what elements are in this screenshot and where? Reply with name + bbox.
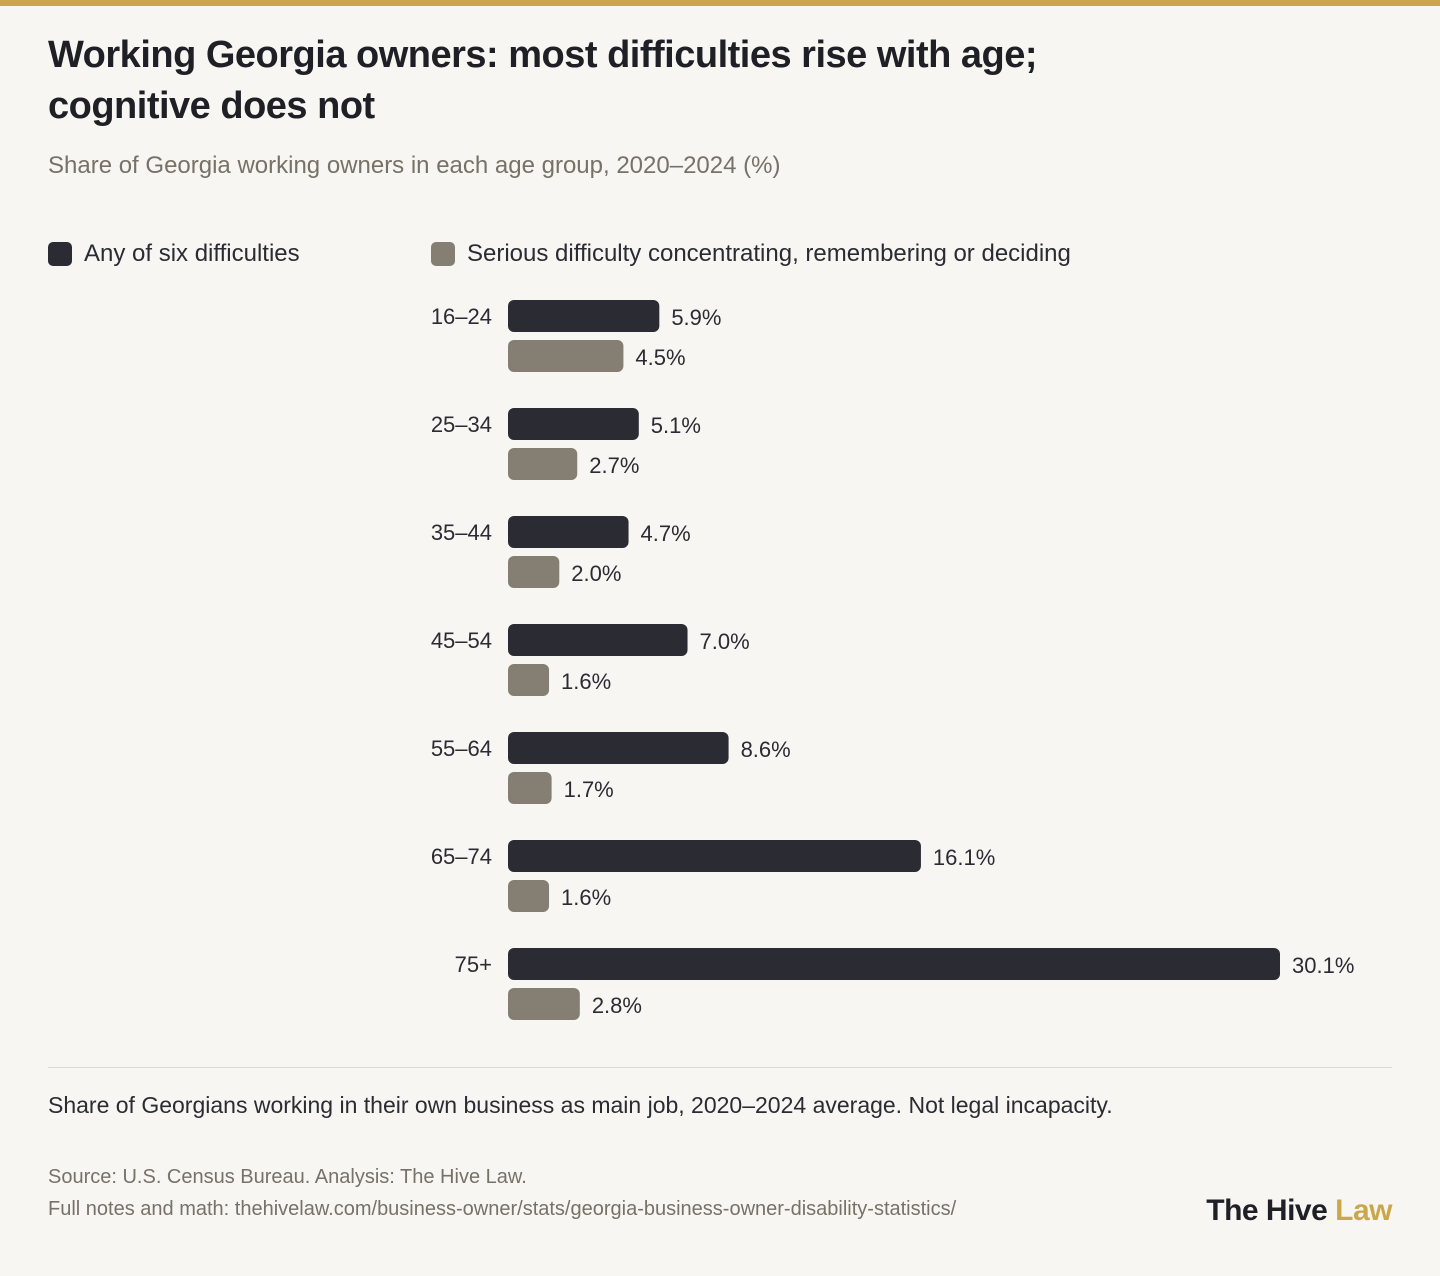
value-label-any-16-24: 5.9% xyxy=(671,305,721,330)
notes-link[interactable]: Full notes and math: thehivelaw.com/busi… xyxy=(48,1198,957,1220)
brand-secondary: Law xyxy=(1335,1194,1392,1227)
category-label-55-64: 55–64 xyxy=(431,736,492,761)
value-label-cognitive-45-54: 1.6% xyxy=(561,669,611,694)
footer-divider xyxy=(48,1067,1392,1068)
bar-cognitive-45-54 xyxy=(508,664,550,696)
value-label-any-35-44: 4.7% xyxy=(641,521,691,546)
value-label-cognitive-25-34: 2.7% xyxy=(589,453,639,478)
value-label-any-25-34: 5.1% xyxy=(651,413,701,438)
bar-any-35-44 xyxy=(508,516,629,548)
legend-label-cognitive-difficulty: Serious difficulty concentrating, rememb… xyxy=(467,240,1071,267)
category-label-25-34: 25–34 xyxy=(431,412,492,437)
bar-cognitive-35-44 xyxy=(508,556,560,588)
value-label-cognitive-75plus: 2.8% xyxy=(592,993,642,1018)
legend-label-any-difficulty: Any of six difficulties xyxy=(84,240,300,267)
top-accent-rule xyxy=(0,0,1440,6)
legend-item-cognitive-difficulty: Serious difficulty concentrating, rememb… xyxy=(431,238,1071,270)
bar-cognitive-65-74 xyxy=(508,880,550,912)
value-label-any-55-64: 8.6% xyxy=(741,737,791,762)
bar-any-75plus xyxy=(508,948,1280,980)
category-label-75plus: 75+ xyxy=(455,952,492,977)
bar-cognitive-75plus xyxy=(508,988,580,1020)
value-label-cognitive-35-44: 2.0% xyxy=(571,561,621,586)
bar-any-55-64 xyxy=(508,732,729,764)
value-label-any-45-54: 7.0% xyxy=(700,629,750,654)
value-label-any-75plus: 30.1% xyxy=(1292,953,1354,978)
legend-item-any-difficulty: Any of six difficulties xyxy=(48,238,300,270)
bar-any-45-54 xyxy=(508,624,688,656)
source-line: Source: U.S. Census Bureau. Analysis: Th… xyxy=(48,1166,527,1188)
bar-any-65-74 xyxy=(508,840,921,872)
brand-logo: The Hive Law xyxy=(1206,1194,1392,1228)
bar-chart: 16–24 5.9% 4.5% 25–34 5.1% 2.7% 35–44 4.7% 2.0% 4… xyxy=(431,300,1354,1020)
bar-cognitive-16-24 xyxy=(508,340,624,372)
value-label-cognitive-55-64: 1.7% xyxy=(564,777,614,802)
category-label-65-74: 65–74 xyxy=(431,844,492,869)
legend-swatch-any-difficulty xyxy=(48,242,72,266)
category-label-35-44: 35–44 xyxy=(431,520,492,545)
footer-note: Share of Georgians working in their own … xyxy=(48,1092,1113,1118)
category-label-45-54: 45–54 xyxy=(431,628,492,653)
value-label-cognitive-65-74: 1.6% xyxy=(561,885,611,910)
chart-subtitle: Share of Georgia working owners in each … xyxy=(48,152,781,179)
legend-swatch-cognitive-difficulty xyxy=(431,242,455,266)
value-label-cognitive-16-24: 4.5% xyxy=(635,345,685,370)
legend: Any of six difficulties Serious difficul… xyxy=(48,238,1348,270)
bar-any-16-24 xyxy=(508,300,660,332)
brand-primary: The Hive xyxy=(1206,1194,1328,1227)
source-block: Source: U.S. Census Bureau. Analysis: Th… xyxy=(48,1161,956,1225)
bar-cognitive-55-64 xyxy=(508,772,552,804)
value-label-any-65-74: 16.1% xyxy=(933,845,995,870)
bar-any-25-34 xyxy=(508,408,639,440)
bar-cognitive-25-34 xyxy=(508,448,578,480)
category-label-16-24: 16–24 xyxy=(431,304,492,329)
chart-title: Working Georgia owners: most difficultie… xyxy=(48,34,1038,127)
